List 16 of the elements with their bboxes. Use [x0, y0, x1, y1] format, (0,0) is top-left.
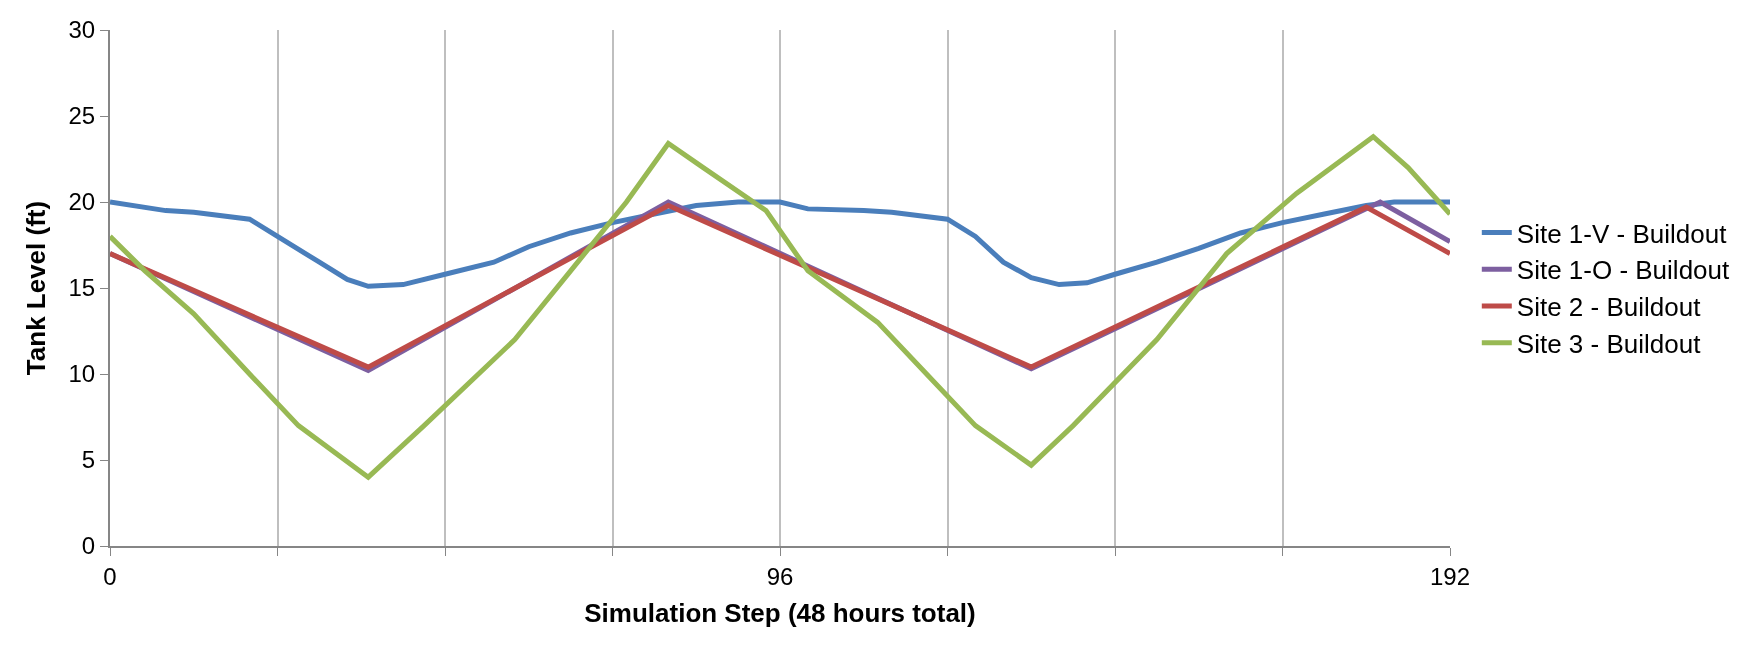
x-tick-label: 192 [1429, 562, 1471, 590]
y-tick-label: 20 [68, 188, 96, 216]
legend-label: Site 3 - Buildout [1516, 328, 1702, 359]
y-tick-label: 5 [81, 446, 96, 474]
legend-label: Site 1-V - Buildout [1516, 218, 1728, 249]
y-axis-title: Tank Level (ft) [21, 200, 52, 376]
x-tick-label: 96 [766, 562, 794, 590]
y-tick-label: 0 [81, 532, 96, 560]
y-tick-label: 15 [68, 274, 96, 302]
x-axis-title: Simulation Step (48 hours total) [584, 598, 976, 628]
legend-label: Site 1-O - Buildout [1516, 255, 1731, 286]
x-tick-label: 0 [103, 562, 117, 590]
y-tick-label: 30 [68, 16, 96, 44]
y-tick-label: 10 [68, 360, 96, 388]
legend-label: Site 2 - Buildout [1516, 292, 1702, 323]
y-tick-label: 25 [68, 102, 96, 130]
